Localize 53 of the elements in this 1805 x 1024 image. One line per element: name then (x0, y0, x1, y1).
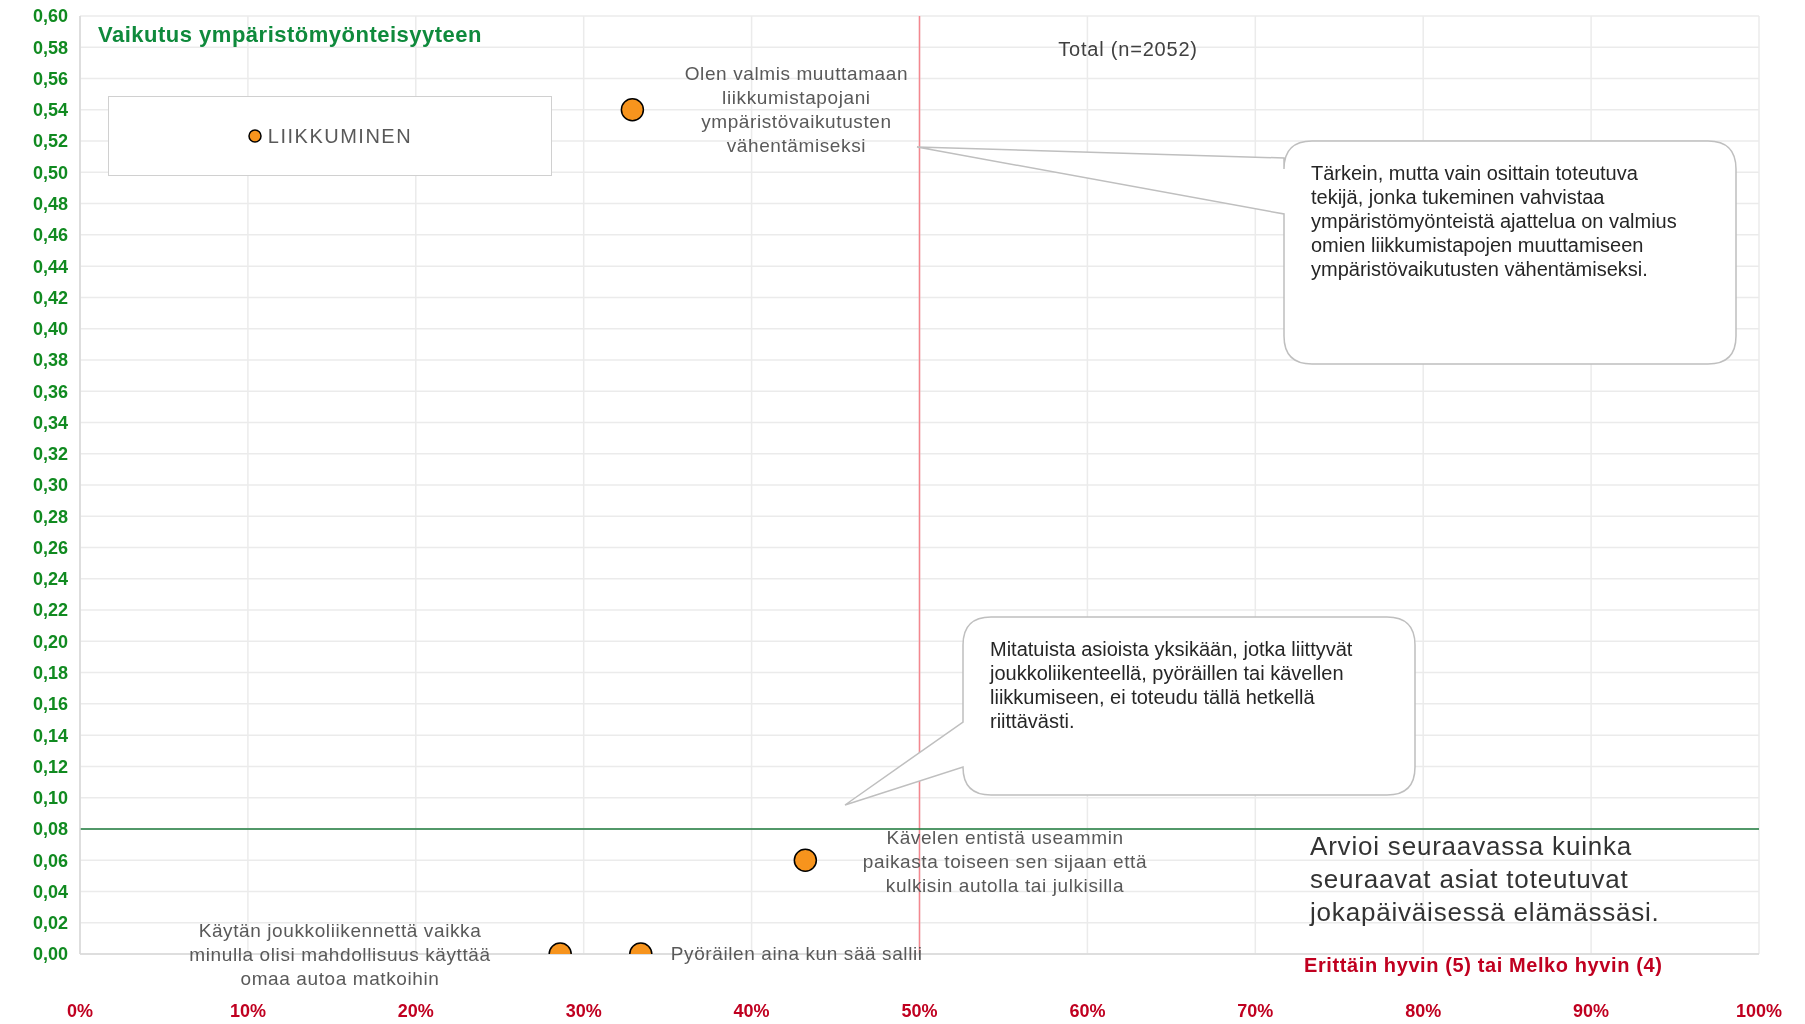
y-tick-label: 0,10 (32, 788, 68, 809)
y-tick-label: 0,06 (32, 850, 68, 871)
y-tick-label: 0,18 (32, 662, 68, 683)
y-tick-label: 0,08 (32, 819, 68, 840)
y-tick-label: 0,30 (32, 475, 68, 496)
y-tick-label: 0,16 (32, 694, 68, 715)
y-tick-label: 0,26 (32, 537, 68, 558)
y-tick-label: 0,60 (32, 6, 68, 27)
y-axis-title: Vaikutus ympäristömyönteisyyteen (98, 22, 483, 48)
y-tick-label: 0,40 (32, 319, 68, 340)
x-tick-label: 20% (397, 1000, 434, 1021)
legend-label: LIIKKUMINEN (267, 124, 413, 148)
y-tick-label: 0,32 (32, 444, 68, 465)
y-tick-label: 0,20 (32, 631, 68, 652)
legend-box: LIIKKUMINEN (108, 96, 552, 176)
y-tick-label: 0,56 (32, 68, 68, 89)
y-tick-label: 0,58 (32, 37, 68, 58)
x-tick-label: 60% (1069, 1000, 1106, 1021)
x-tick-label: 30% (565, 1000, 602, 1021)
x-tick-label: 70% (1237, 1000, 1274, 1021)
y-tick-label: 0,12 (32, 756, 68, 777)
y-tick-label: 0,44 (32, 256, 68, 277)
x-tick-label: 0% (66, 1000, 94, 1021)
y-tick-label: 0,50 (32, 162, 68, 183)
y-tick-label: 0,04 (32, 881, 68, 902)
y-tick-label: 0,34 (32, 412, 68, 433)
annotation: Mitatuista asioista yksikään, jotka liittyvät joukkoliikenteellä, pyöräillen tai kävellen liikkumiseen, ei toteudu tällä hetkellä riittävästi. (988, 637, 1354, 734)
y-tick-label: 0,54 (32, 100, 68, 121)
annotation: Tärkein, mutta vain osittain toteutuva tekijä, jonka tukeminen vahvistaa ympäristömyönteistä ajattelua on valmius omien liikkumistapojen muuttamiseen ympäristövaikutusten vähentämiseksi. (1310, 161, 1678, 282)
y-tick-label: 0,02 (32, 913, 68, 934)
y-tick-label: 0,46 (32, 225, 68, 246)
x-tick-label: 10% (229, 1000, 266, 1021)
y-tick-label: 0,38 (32, 350, 68, 371)
x-tick-label: 40% (733, 1000, 770, 1021)
y-tick-label: 0,00 (32, 944, 68, 965)
x-tick-label: 50% (901, 1000, 938, 1021)
y-tick-label: 0,48 (32, 193, 68, 214)
y-tick-label: 0,24 (32, 569, 68, 590)
y-tick-label: 0,52 (32, 131, 68, 152)
annotation: Käytän joukkoliikennettä vaikka minulla olisi mahdollisuus käyttää omaa autoa matkoihin (188, 919, 492, 991)
y-tick-label: 0,28 (32, 506, 68, 527)
y-tick-label: 0,36 (32, 381, 68, 402)
x-tick-label: 80% (1405, 1000, 1442, 1021)
text: Total (n=2052) (1057, 38, 1199, 61)
y-tick-label: 0,22 (32, 600, 68, 621)
annotation: Pyöräilen aina kun sää sallii (670, 942, 923, 966)
y-tick-label: 0,14 (32, 725, 68, 746)
annotation: Arvioi seuraavassa kuinka seuraavat asiat toteutuvat jokapäiväisessä elämässäsi. (1310, 830, 1661, 929)
y-tick-label: 0,42 (32, 287, 68, 308)
x-tick-label: 90% (1573, 1000, 1610, 1021)
x-axis-title: Erittäin hyvin (5) tai Melko hyvin (4) (1304, 954, 1663, 977)
annotation: Olen valmis muuttamaan liikkumistapojani ympäristövaikutusten vähentämiseksi (683, 61, 910, 158)
x-tick-label: 100% (1735, 1000, 1783, 1021)
